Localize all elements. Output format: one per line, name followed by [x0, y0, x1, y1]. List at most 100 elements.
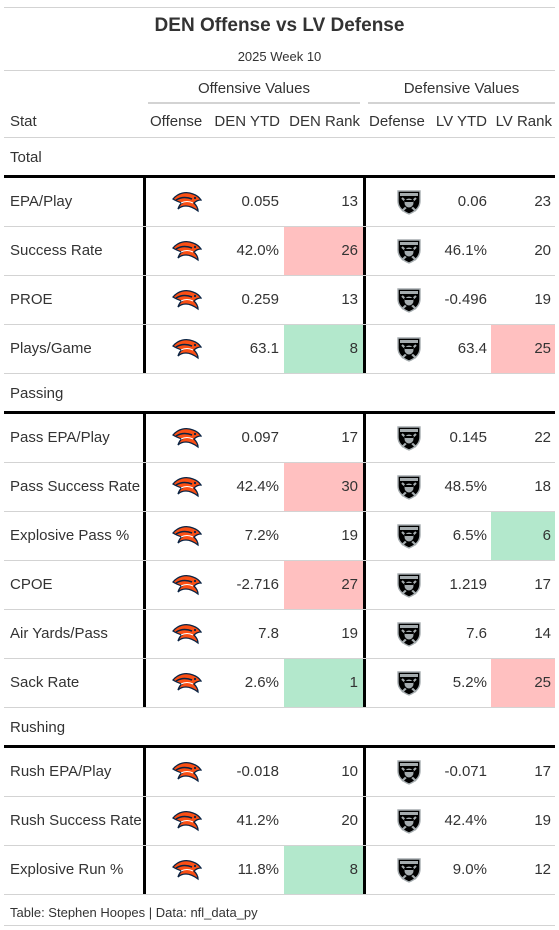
den-rank-value: 30: [284, 463, 363, 511]
offense-logo: [172, 525, 203, 552]
stat-label: Explosive Pass %: [10, 527, 130, 544]
lv-ytd-value: 0.06: [457, 193, 487, 210]
stat-label: Rush Success Rate: [10, 812, 142, 829]
broncos-logo-icon: [172, 811, 203, 832]
row-rule: [4, 658, 555, 659]
offense-divider: [143, 561, 146, 610]
broncos-logo-icon: [172, 673, 203, 694]
den-ytd-value: 7.8: [258, 625, 279, 642]
stat-label: Sack Rate: [10, 674, 80, 691]
top-rule: [4, 7, 555, 8]
group-rule: [4, 411, 555, 414]
defense-logo: [396, 238, 422, 269]
lv-rank-value: 18: [534, 478, 551, 495]
den-ytd-value: 2.6%: [244, 674, 279, 691]
raiders-logo-icon: [397, 671, 421, 696]
lv-rank-value: 6: [491, 512, 555, 560]
lv-ytd-value: -0.496: [444, 291, 487, 308]
raiders-logo-icon: [397, 288, 421, 313]
broncos-logo-icon: [172, 860, 203, 881]
row-rule: [4, 894, 555, 895]
table-row: EPA/Play 0.055 13 0.06 23: [4, 178, 555, 227]
offense-divider: [143, 276, 146, 325]
defense-divider: [363, 178, 366, 227]
defense-divider: [363, 748, 366, 797]
lv-ytd-value: 6.5%: [452, 527, 487, 544]
row-rule: [4, 609, 555, 610]
raiders-logo-icon: [397, 239, 421, 264]
offense-divider: [143, 463, 146, 512]
defense-divider: [363, 659, 366, 708]
spanner-defensive-values: Defensive Values: [403, 80, 520, 97]
offense-logo: [172, 672, 203, 699]
den-ytd-value: 42.0%: [236, 242, 279, 259]
defense-divider: [363, 512, 366, 561]
den-ytd-value: 42.4%: [236, 478, 279, 495]
offense-divider: [143, 797, 146, 846]
lv-ytd-value: 1.219: [449, 576, 487, 593]
lv-ytd-value: 7.6: [466, 625, 487, 642]
broncos-logo-icon: [172, 575, 203, 596]
den-ytd-value: -2.716: [236, 576, 279, 593]
lv-ytd-value: 42.4%: [444, 812, 487, 829]
defense-logo: [396, 670, 422, 701]
table-row: Rush EPA/Play -0.018 10 -0.071 17: [4, 748, 555, 797]
defense-logo: [396, 425, 422, 456]
broncos-logo-icon: [172, 428, 203, 449]
offense-logo: [172, 761, 203, 788]
den-rank-value: 8: [284, 325, 363, 373]
spanner-offensive-rule: [148, 102, 360, 104]
defense-logo: [396, 857, 422, 888]
offense-logo: [172, 338, 203, 365]
raiders-logo-icon: [397, 337, 421, 362]
lv-rank-value: 17: [534, 763, 551, 780]
table-row: Explosive Run % 11.8% 8 9.0% 12: [4, 846, 555, 895]
group-label: Total: [10, 149, 42, 166]
defense-logo: [396, 808, 422, 839]
broncos-logo-icon: [172, 192, 203, 213]
raiders-logo-icon: [397, 760, 421, 785]
den-rank-value: 20: [341, 812, 358, 829]
offense-divider: [143, 512, 146, 561]
colhead-lv-rank: LV Rank: [495, 113, 552, 130]
colhead-stat: Stat: [10, 113, 37, 130]
den-rank-value: 19: [341, 625, 358, 642]
den-rank-value: 1: [284, 659, 363, 707]
lv-rank-value: 19: [534, 291, 551, 308]
row-rule: [4, 373, 555, 374]
offense-divider: [143, 178, 146, 227]
row-rule: [4, 275, 555, 276]
raiders-logo-icon: [397, 475, 421, 500]
stat-label: Plays/Game: [10, 340, 92, 357]
den-ytd-value: 11.8%: [237, 861, 279, 878]
stat-label: Pass EPA/Play: [10, 429, 110, 446]
den-rank-value: 26: [284, 227, 363, 275]
offense-divider: [143, 325, 146, 374]
defense-divider: [363, 561, 366, 610]
row-rule: [4, 707, 555, 708]
defense-logo: [396, 621, 422, 652]
row-rule: [4, 796, 555, 797]
colhead-den-rank: DEN Rank: [289, 113, 360, 130]
defense-divider: [363, 797, 366, 846]
raiders-logo-icon: [397, 809, 421, 834]
den-ytd-value: 0.097: [241, 429, 279, 446]
raiders-logo-icon: [397, 573, 421, 598]
row-rule: [4, 511, 555, 512]
lv-ytd-value: 63.4: [457, 340, 487, 357]
lv-ytd-value: 0.145: [449, 429, 487, 446]
lv-rank-value: 22: [534, 429, 551, 446]
lv-rank-value: 14: [534, 625, 551, 642]
group-label: Passing: [10, 385, 64, 402]
heading-rule: [4, 70, 555, 71]
defense-logo: [396, 572, 422, 603]
broncos-logo-icon: [172, 241, 203, 262]
lv-rank-value: 19: [534, 812, 551, 829]
table-row: Pass EPA/Play 0.097 17 0.145 22: [4, 414, 555, 463]
stat-label: EPA/Play: [10, 193, 73, 210]
offense-logo: [172, 289, 203, 316]
lv-rank-value: 20: [534, 242, 551, 259]
group-rule: [4, 175, 555, 178]
raiders-logo-icon: [397, 190, 421, 215]
table-row: Plays/Game 63.1 8 63.4 25: [4, 325, 555, 374]
